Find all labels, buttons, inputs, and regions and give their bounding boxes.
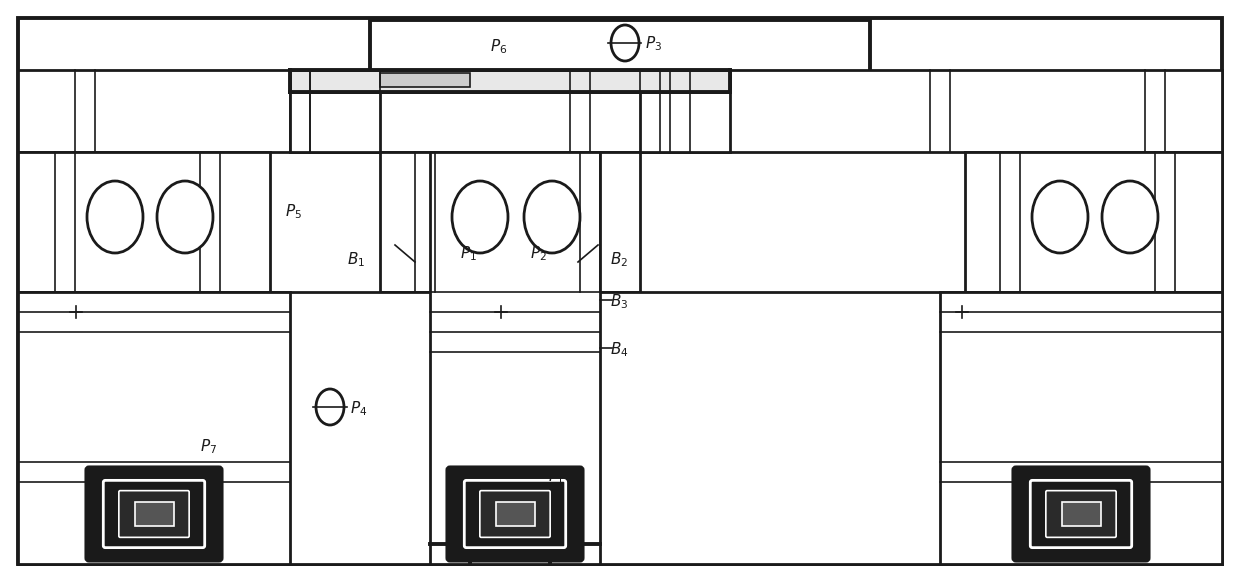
Bar bbox=[19, 292, 290, 564]
Bar bbox=[965, 152, 1221, 292]
Bar bbox=[496, 502, 534, 526]
Bar bbox=[1061, 502, 1101, 526]
Text: $P_4$: $P_4$ bbox=[350, 400, 367, 418]
FancyBboxPatch shape bbox=[464, 480, 565, 548]
Text: $B_1$: $B_1$ bbox=[347, 251, 365, 269]
Text: $P_2$: $P_2$ bbox=[529, 244, 547, 263]
Text: $P_5$: $P_5$ bbox=[285, 203, 303, 221]
Ellipse shape bbox=[87, 181, 143, 253]
FancyBboxPatch shape bbox=[87, 467, 222, 560]
Bar bbox=[940, 292, 1221, 564]
Bar bbox=[290, 70, 730, 92]
Bar bbox=[370, 20, 870, 72]
Text: $P_6$: $P_6$ bbox=[490, 38, 507, 56]
Ellipse shape bbox=[316, 389, 343, 425]
Bar bbox=[470, 544, 551, 564]
Bar bbox=[379, 152, 640, 292]
Bar bbox=[640, 70, 730, 152]
Ellipse shape bbox=[525, 181, 580, 253]
Text: $P_1$: $P_1$ bbox=[460, 244, 476, 263]
Bar bbox=[430, 152, 600, 564]
Bar bbox=[19, 292, 1221, 564]
Ellipse shape bbox=[453, 181, 508, 253]
Bar bbox=[290, 70, 379, 152]
Bar bbox=[379, 73, 470, 87]
Text: $F_1$: $F_1$ bbox=[548, 468, 564, 487]
Ellipse shape bbox=[1102, 181, 1158, 253]
Text: $B_2$: $B_2$ bbox=[610, 251, 629, 269]
Ellipse shape bbox=[1032, 181, 1087, 253]
FancyBboxPatch shape bbox=[480, 491, 551, 537]
Text: $B_4$: $B_4$ bbox=[610, 340, 629, 359]
Text: $B_3$: $B_3$ bbox=[610, 293, 629, 311]
Bar bbox=[19, 70, 1221, 152]
FancyBboxPatch shape bbox=[1013, 467, 1148, 560]
FancyBboxPatch shape bbox=[448, 467, 583, 560]
FancyBboxPatch shape bbox=[103, 480, 205, 548]
FancyBboxPatch shape bbox=[1045, 491, 1116, 537]
FancyBboxPatch shape bbox=[1030, 480, 1132, 548]
Bar bbox=[134, 502, 174, 526]
Bar bbox=[19, 152, 270, 292]
FancyBboxPatch shape bbox=[119, 491, 190, 537]
Text: $P_3$: $P_3$ bbox=[645, 35, 662, 54]
Ellipse shape bbox=[611, 25, 639, 61]
Text: $P_7$: $P_7$ bbox=[200, 438, 217, 456]
Ellipse shape bbox=[157, 181, 213, 253]
